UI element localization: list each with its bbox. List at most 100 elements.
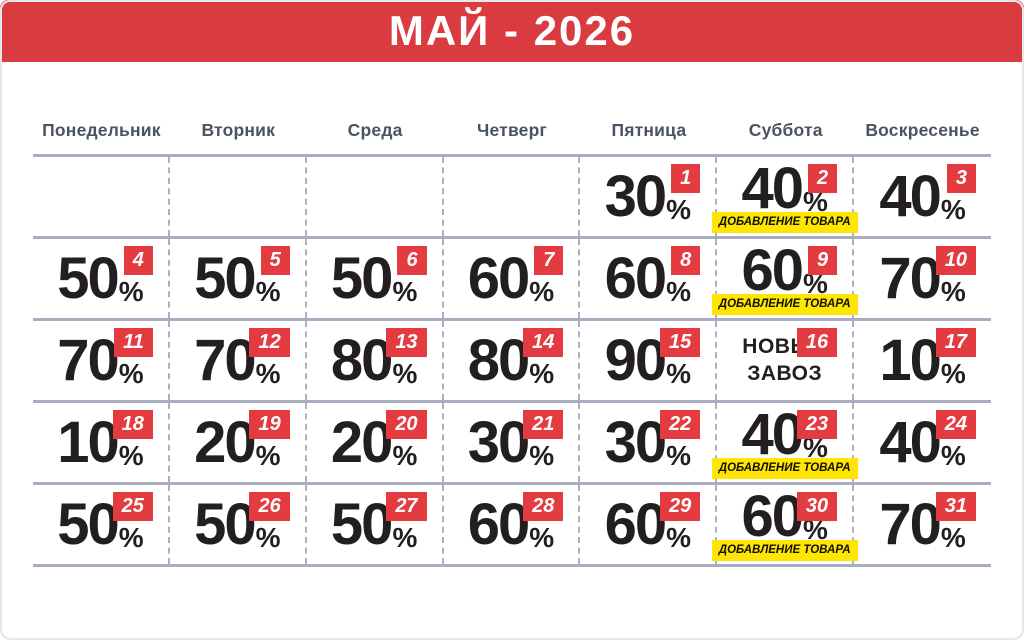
discount-value: 30% (444, 403, 579, 482)
discount-number: 10 (57, 409, 119, 475)
percent-sign: % (940, 275, 966, 307)
percent-sign: % (529, 439, 555, 471)
day-cell-10: 10 70% (854, 239, 991, 318)
discount-number: 60 (467, 245, 530, 311)
day-cell-31: 31 70% (854, 485, 991, 564)
empty-day-cell (170, 157, 307, 236)
discount-number: 60 (604, 245, 667, 311)
day-cell-13: 13 80% (307, 321, 444, 400)
discount-number: 90 (604, 327, 667, 393)
percent-sign: % (118, 357, 144, 389)
percent-sign: % (666, 275, 692, 307)
discount-value: 50% (307, 485, 442, 564)
date-badge: 2 (808, 164, 838, 193)
discount-value: 40% (854, 403, 991, 482)
discount-number: 20 (330, 409, 393, 475)
discount-number: 60 (467, 491, 530, 557)
date-badge: 16 (796, 328, 838, 357)
page-title: МАЙ - 2026 (388, 7, 636, 54)
empty-day-cell (307, 157, 444, 236)
date-badge: 23 (796, 410, 838, 439)
discount-number: 60 (741, 237, 804, 303)
discount-number: 70 (194, 327, 256, 393)
percent-sign: % (392, 357, 418, 389)
weekday-label-friday: Пятница (611, 120, 687, 140)
percent-sign: % (940, 439, 966, 471)
discount-number: 70 (57, 327, 119, 393)
discount-value: 40% (854, 157, 991, 236)
discount-value: 70% (170, 321, 305, 400)
percent-sign: % (392, 521, 418, 553)
percent-sign: % (666, 439, 692, 471)
discount-value: 50% (170, 485, 305, 564)
date-badge: 1 (671, 164, 701, 193)
day-cell-28: 28 60% (444, 485, 581, 564)
week-row-5: 25 50% 26 50% 27 50% 28 60% 29 60% 30 60% ДОБАВЛЕНИЕ… (33, 482, 991, 564)
day-cell-2: 2 40% ДОБАВЛЕНИЕ ТОВАРА (711, 155, 858, 236)
discount-value: 30% (580, 157, 715, 236)
date-badge: 4 (123, 246, 153, 275)
discount-value: 20% (307, 403, 442, 482)
discount-number: 40 (879, 409, 941, 475)
day-cell-23: 23 40% ДОБАВЛЕНИЕ ТОВАРА (711, 403, 858, 482)
discount-value: 60% (580, 485, 715, 564)
date-badge: 7 (534, 246, 564, 275)
percent-sign: % (666, 193, 692, 225)
date-badge: 12 (249, 328, 290, 357)
date-badge: 22 (660, 410, 701, 439)
day-cell-11: 11 70% (33, 321, 170, 400)
day-cell-20: 20 20% (307, 403, 444, 482)
empty-day-cell (444, 157, 581, 236)
calendar: Понедельник Вторник Среда Четверг Пятниц… (33, 62, 991, 567)
discount-number: 40 (741, 155, 804, 221)
date-badge: 24 (935, 410, 976, 439)
day-cell-15: 15 90% (580, 321, 718, 400)
date-badge: 9 (808, 246, 838, 275)
week-row-1: 1 30% 2 40% ДОБАВЛЕНИЕ ТОВАРА 3 40% (33, 154, 991, 236)
date-badge: 14 (523, 328, 564, 357)
weekday-label-thursday: Четверг (476, 120, 547, 140)
date-badge: 6 (397, 246, 427, 275)
day-cell-21: 21 30% (444, 403, 581, 482)
discount-value: 60% (444, 239, 579, 318)
discount-number: 80 (330, 327, 393, 393)
discount-value: 30% (580, 403, 715, 482)
day-cell-27: 27 50% (307, 485, 444, 564)
header-bar: МАЙ - 2026 (0, 0, 1024, 62)
date-badge: 26 (249, 492, 290, 521)
percent-sign: % (255, 275, 281, 307)
percent-sign: % (529, 275, 555, 307)
discount-number: 80 (467, 327, 530, 393)
date-badge: 25 (112, 492, 153, 521)
percent-sign: % (118, 521, 144, 553)
percent-sign: % (666, 521, 692, 553)
discount-number: 20 (194, 409, 256, 475)
discount-number: 40 (879, 163, 941, 229)
discount-value: 50% (33, 239, 168, 318)
date-badge: 31 (935, 492, 976, 521)
day-cell-24: 24 40% (854, 403, 991, 482)
day-cell-9: 9 60% ДОБАВЛЕНИЕ ТОВАРА (711, 237, 858, 318)
discount-value: 60% (444, 485, 579, 564)
day-cell-26: 26 50% (170, 485, 307, 564)
date-badge: 29 (660, 492, 701, 521)
discount-number: 30 (467, 409, 530, 475)
date-badge: 18 (112, 410, 153, 439)
date-badge: 28 (523, 492, 564, 521)
discount-number: 50 (330, 491, 393, 557)
empty-day-cell (33, 157, 170, 236)
discount-value: 70% (854, 239, 991, 318)
weekday-label-tuesday: Вторник (201, 120, 276, 140)
day-cell-6: 6 50% (307, 239, 444, 318)
discount-number: 60 (604, 491, 667, 557)
discount-value: 10% (854, 321, 991, 400)
percent-sign: % (392, 275, 418, 307)
discount-value: 70% (854, 485, 991, 564)
week-row-2: 4 50% 5 50% 6 50% 7 60% 8 60% 9 60% ДОБАВЛЕНИЕ ТОВАР… (33, 236, 991, 318)
discount-number: 50 (57, 491, 119, 557)
discount-value: 80% (307, 321, 442, 400)
percent-sign: % (940, 521, 966, 553)
discount-value: 20% (170, 403, 305, 482)
percent-sign: % (255, 521, 281, 553)
discount-number: 10 (879, 327, 941, 393)
